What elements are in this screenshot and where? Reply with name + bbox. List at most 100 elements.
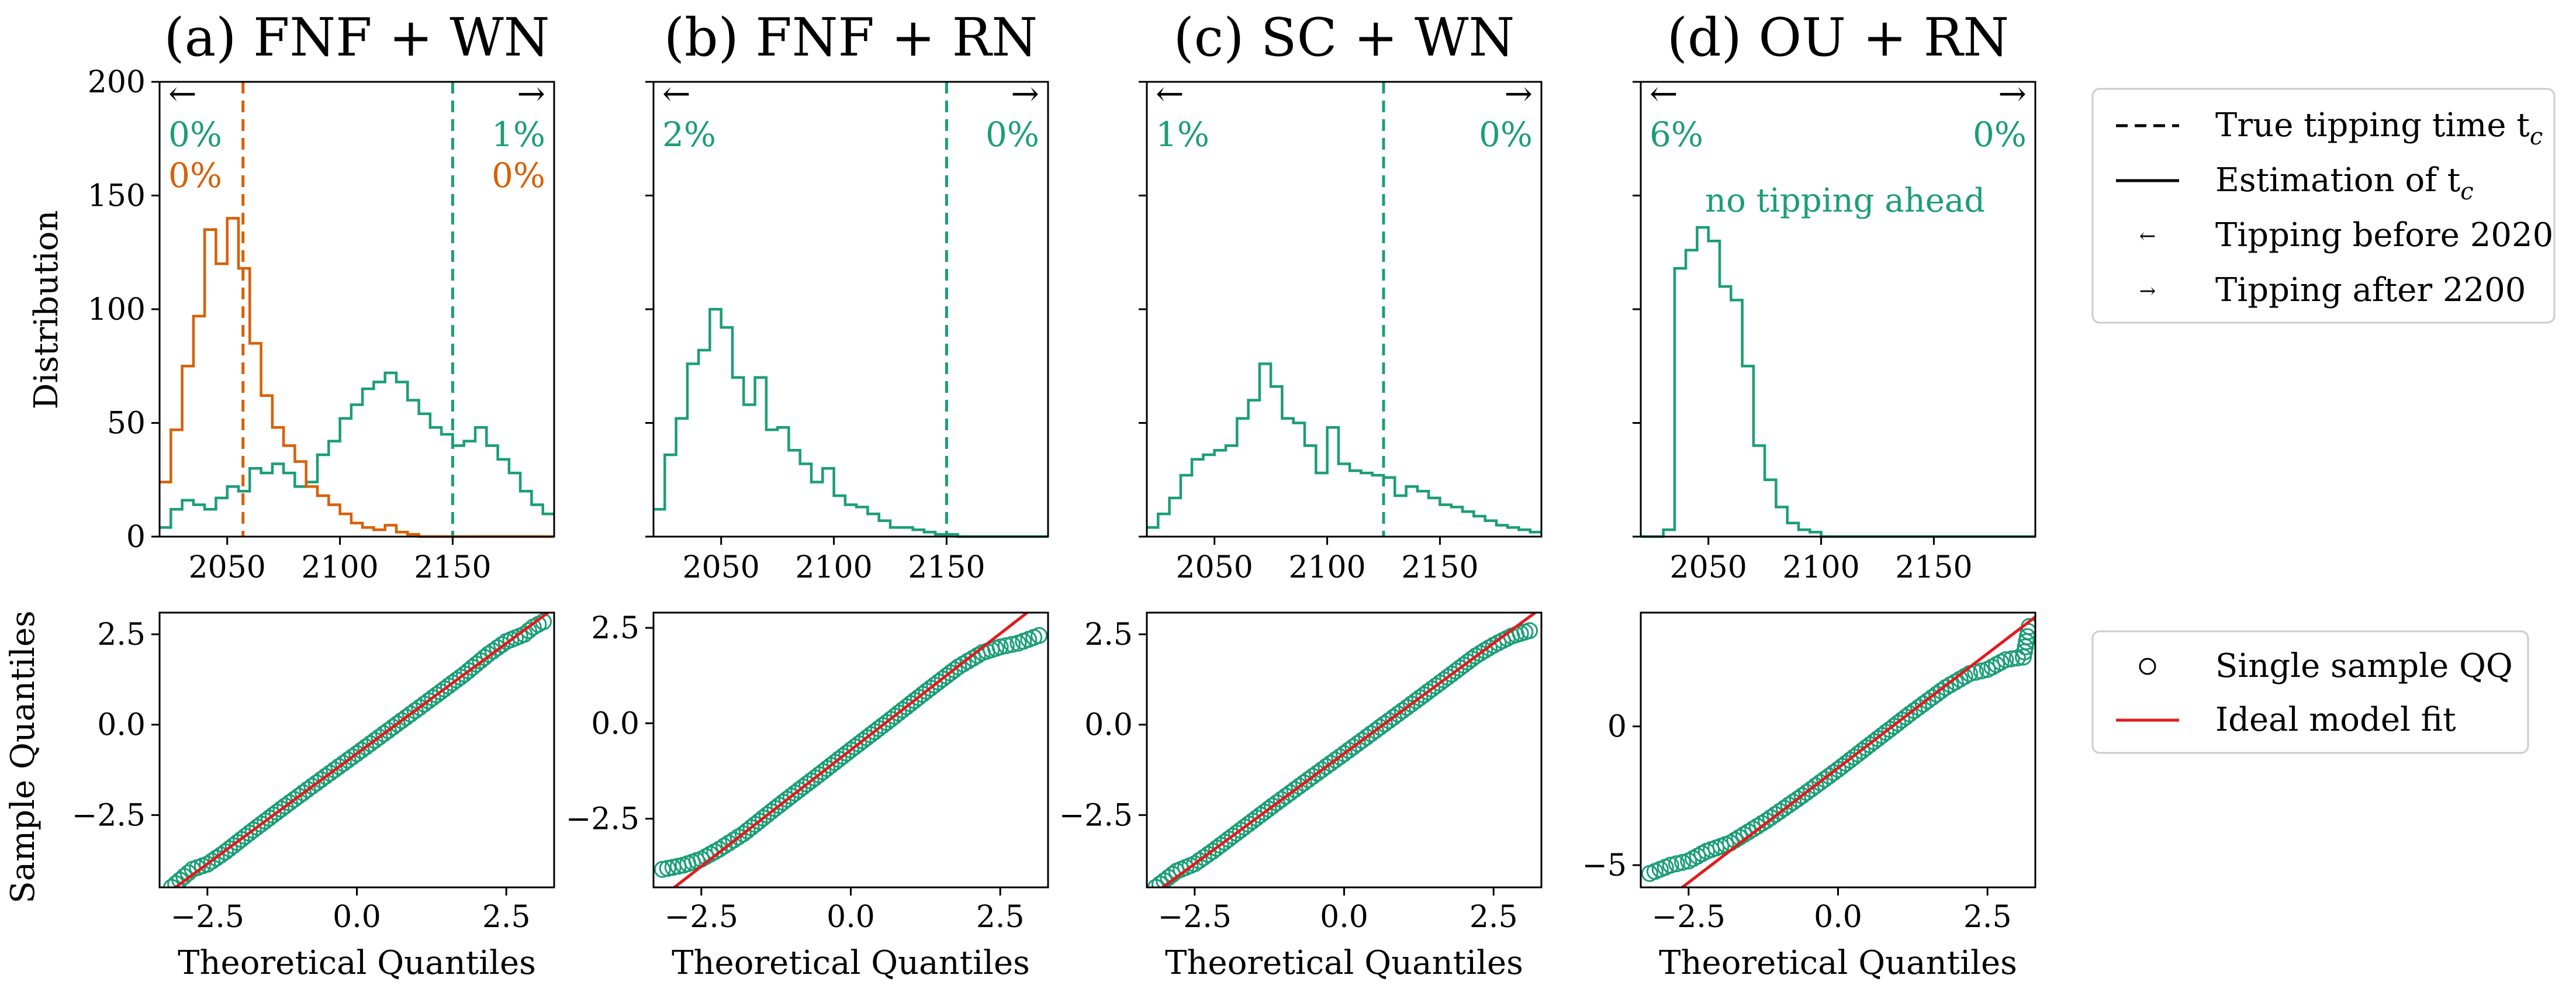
y-tick-label: 100	[88, 292, 146, 327]
hist-series-orange	[160, 217, 554, 538]
tipping-before-arrow: ←	[168, 74, 197, 113]
qq-point	[711, 841, 728, 858]
y-tick-label: 0	[126, 520, 146, 555]
x-tick-label: 2.5	[1963, 900, 2012, 935]
hist-series-green	[653, 307, 1048, 538]
left-percentage: 2%	[662, 115, 716, 154]
legend-label: Single sample QQ	[2215, 647, 2513, 685]
qq-point	[384, 718, 402, 736]
qq-panel-3: −2.5 0.0 2.5 −2.5 0.0 2.5 Theoretical Quantile…	[1059, 611, 1543, 982]
qq-points	[1641, 618, 2035, 882]
legend-label: True tipping time tc	[2215, 106, 2543, 150]
panel-title: (d) OU + RN	[1667, 7, 2009, 68]
qq-point	[299, 781, 316, 798]
x-tick-label: 2100	[1782, 550, 1859, 585]
ideal-fit-line	[173, 613, 551, 887]
hist-series-green	[160, 371, 554, 529]
qq-point	[1753, 815, 1771, 832]
qq-point	[1191, 852, 1208, 869]
hist-series-green	[1641, 226, 2035, 538]
qq-panel-1: −2.5 0.0 2.5 −2.5 0.0 2.5 Theoretical Quantile…	[72, 611, 555, 982]
qq-point	[991, 638, 1009, 656]
qq-point	[1476, 642, 1493, 659]
panel-title: (a) FNF + WN	[164, 7, 549, 68]
y-tick-label: −2.5	[1059, 798, 1133, 833]
x-tick-label: 2100	[1288, 550, 1365, 585]
x-tick-label: −2.5	[1158, 900, 1232, 935]
tipping-before-arrow: ←	[662, 74, 691, 113]
x-tick-label: 2050	[189, 550, 266, 585]
x-tick-label: 0.0	[333, 900, 381, 935]
qq-point	[1932, 682, 1950, 700]
qq-point	[729, 828, 747, 846]
qq-point	[1186, 855, 1204, 873]
x-tick-label: −2.5	[665, 900, 738, 935]
qq-point	[1304, 768, 1322, 785]
qq-point	[208, 849, 225, 867]
ideal-fit-line	[1160, 613, 1538, 887]
qq-point	[1481, 639, 1498, 656]
top-y-axis-label: Distribution	[27, 210, 65, 410]
y-tick-label: 2.5	[591, 611, 639, 646]
x-tick-label: 2050	[1176, 550, 1253, 585]
panel-title: (c) SC + WN	[1174, 7, 1515, 68]
qq-point	[330, 758, 348, 775]
qq-point	[1199, 846, 1217, 863]
legend-circle-marker	[2139, 658, 2156, 675]
y-tick-label: 0.0	[97, 708, 146, 743]
bottom-y-axis-label: Sample Quantiles	[4, 610, 42, 903]
qq-point	[715, 838, 733, 855]
qq-panel-2: −2.5 0.0 2.5 −2.5 0.0 2.5 Theoretical Quantile…	[566, 611, 1049, 982]
x-tick-label: 0.0	[827, 900, 875, 935]
qq-point	[1771, 803, 1789, 820]
qq-point	[1318, 758, 1335, 775]
legend-label: Ideal model fit	[2215, 701, 2456, 739]
tipping-after-arrow: →	[1011, 74, 1039, 113]
qq-point	[997, 637, 1015, 655]
x-tick-label: 2150	[414, 550, 491, 585]
legend-arrow-left-icon: ←	[2139, 224, 2156, 248]
qq-point	[1825, 764, 1842, 782]
legend-label-text: Tipping before 2020	[2215, 216, 2553, 254]
qq-point	[1403, 696, 1420, 713]
hist-panel-2: (b) FNF + RN 2% 0% ← → 2050 2100 2150	[645, 7, 1049, 585]
legend-label-text: True tipping time t	[2215, 106, 2530, 144]
qq-point	[1467, 647, 1484, 665]
legend-label-text: Estimation of t	[2215, 161, 2461, 199]
legend-label-subscript: c	[2460, 178, 2473, 205]
qq-point	[312, 771, 330, 789]
hist-panel-1: (a) FNF + WN0% 1%0% 0%← →2050 2100 2150050100…	[88, 7, 555, 585]
qq-panel-4: −2.5 0.0 2.5 −5 0 Theoretical Quantiles	[1582, 611, 2036, 982]
qq-point	[199, 855, 216, 873]
y-tick-label: −2.5	[72, 798, 146, 833]
qq-point	[212, 846, 230, 864]
qq-point	[1340, 742, 1357, 759]
qq-point	[339, 751, 357, 769]
qq-point	[1326, 751, 1344, 769]
x-tick-label: 2100	[301, 550, 378, 585]
y-tick-label: −5	[1582, 848, 1627, 883]
qq-point	[1031, 627, 1048, 644]
qq-point	[1897, 708, 1914, 726]
x-axis-label: Theoretical Quantiles	[672, 944, 1030, 982]
qq-point	[1260, 800, 1277, 818]
qq-point	[1748, 818, 1766, 835]
y-tick-label: 200	[88, 65, 146, 100]
qq-point	[489, 639, 506, 656]
x-axis-label: Theoretical Quantiles	[1165, 944, 1523, 982]
left-percentage: 1%	[1156, 115, 1209, 154]
panel-title: (b) FNF + RN	[664, 7, 1038, 68]
qq-point	[484, 642, 502, 660]
legend-tipping: True tipping time tc Estimation of tc ← Tip…	[2091, 88, 2556, 324]
y-tick-label: 0.0	[591, 706, 639, 741]
left-percentage: 6%	[1650, 115, 1703, 154]
qq-point	[1674, 853, 1692, 871]
hist-panel-4: (d) OU + RN 6% 0% ← → no tipping ahead 2050 210…	[1633, 7, 2036, 585]
qq-point	[1793, 787, 1811, 804]
right-percentage: 1%	[492, 115, 545, 154]
no-tipping-annotation: no tipping ahead	[1705, 182, 1985, 220]
qq-point	[1997, 651, 2014, 669]
right-percentage: 0%	[492, 155, 545, 195]
qq-point	[1973, 662, 1990, 680]
